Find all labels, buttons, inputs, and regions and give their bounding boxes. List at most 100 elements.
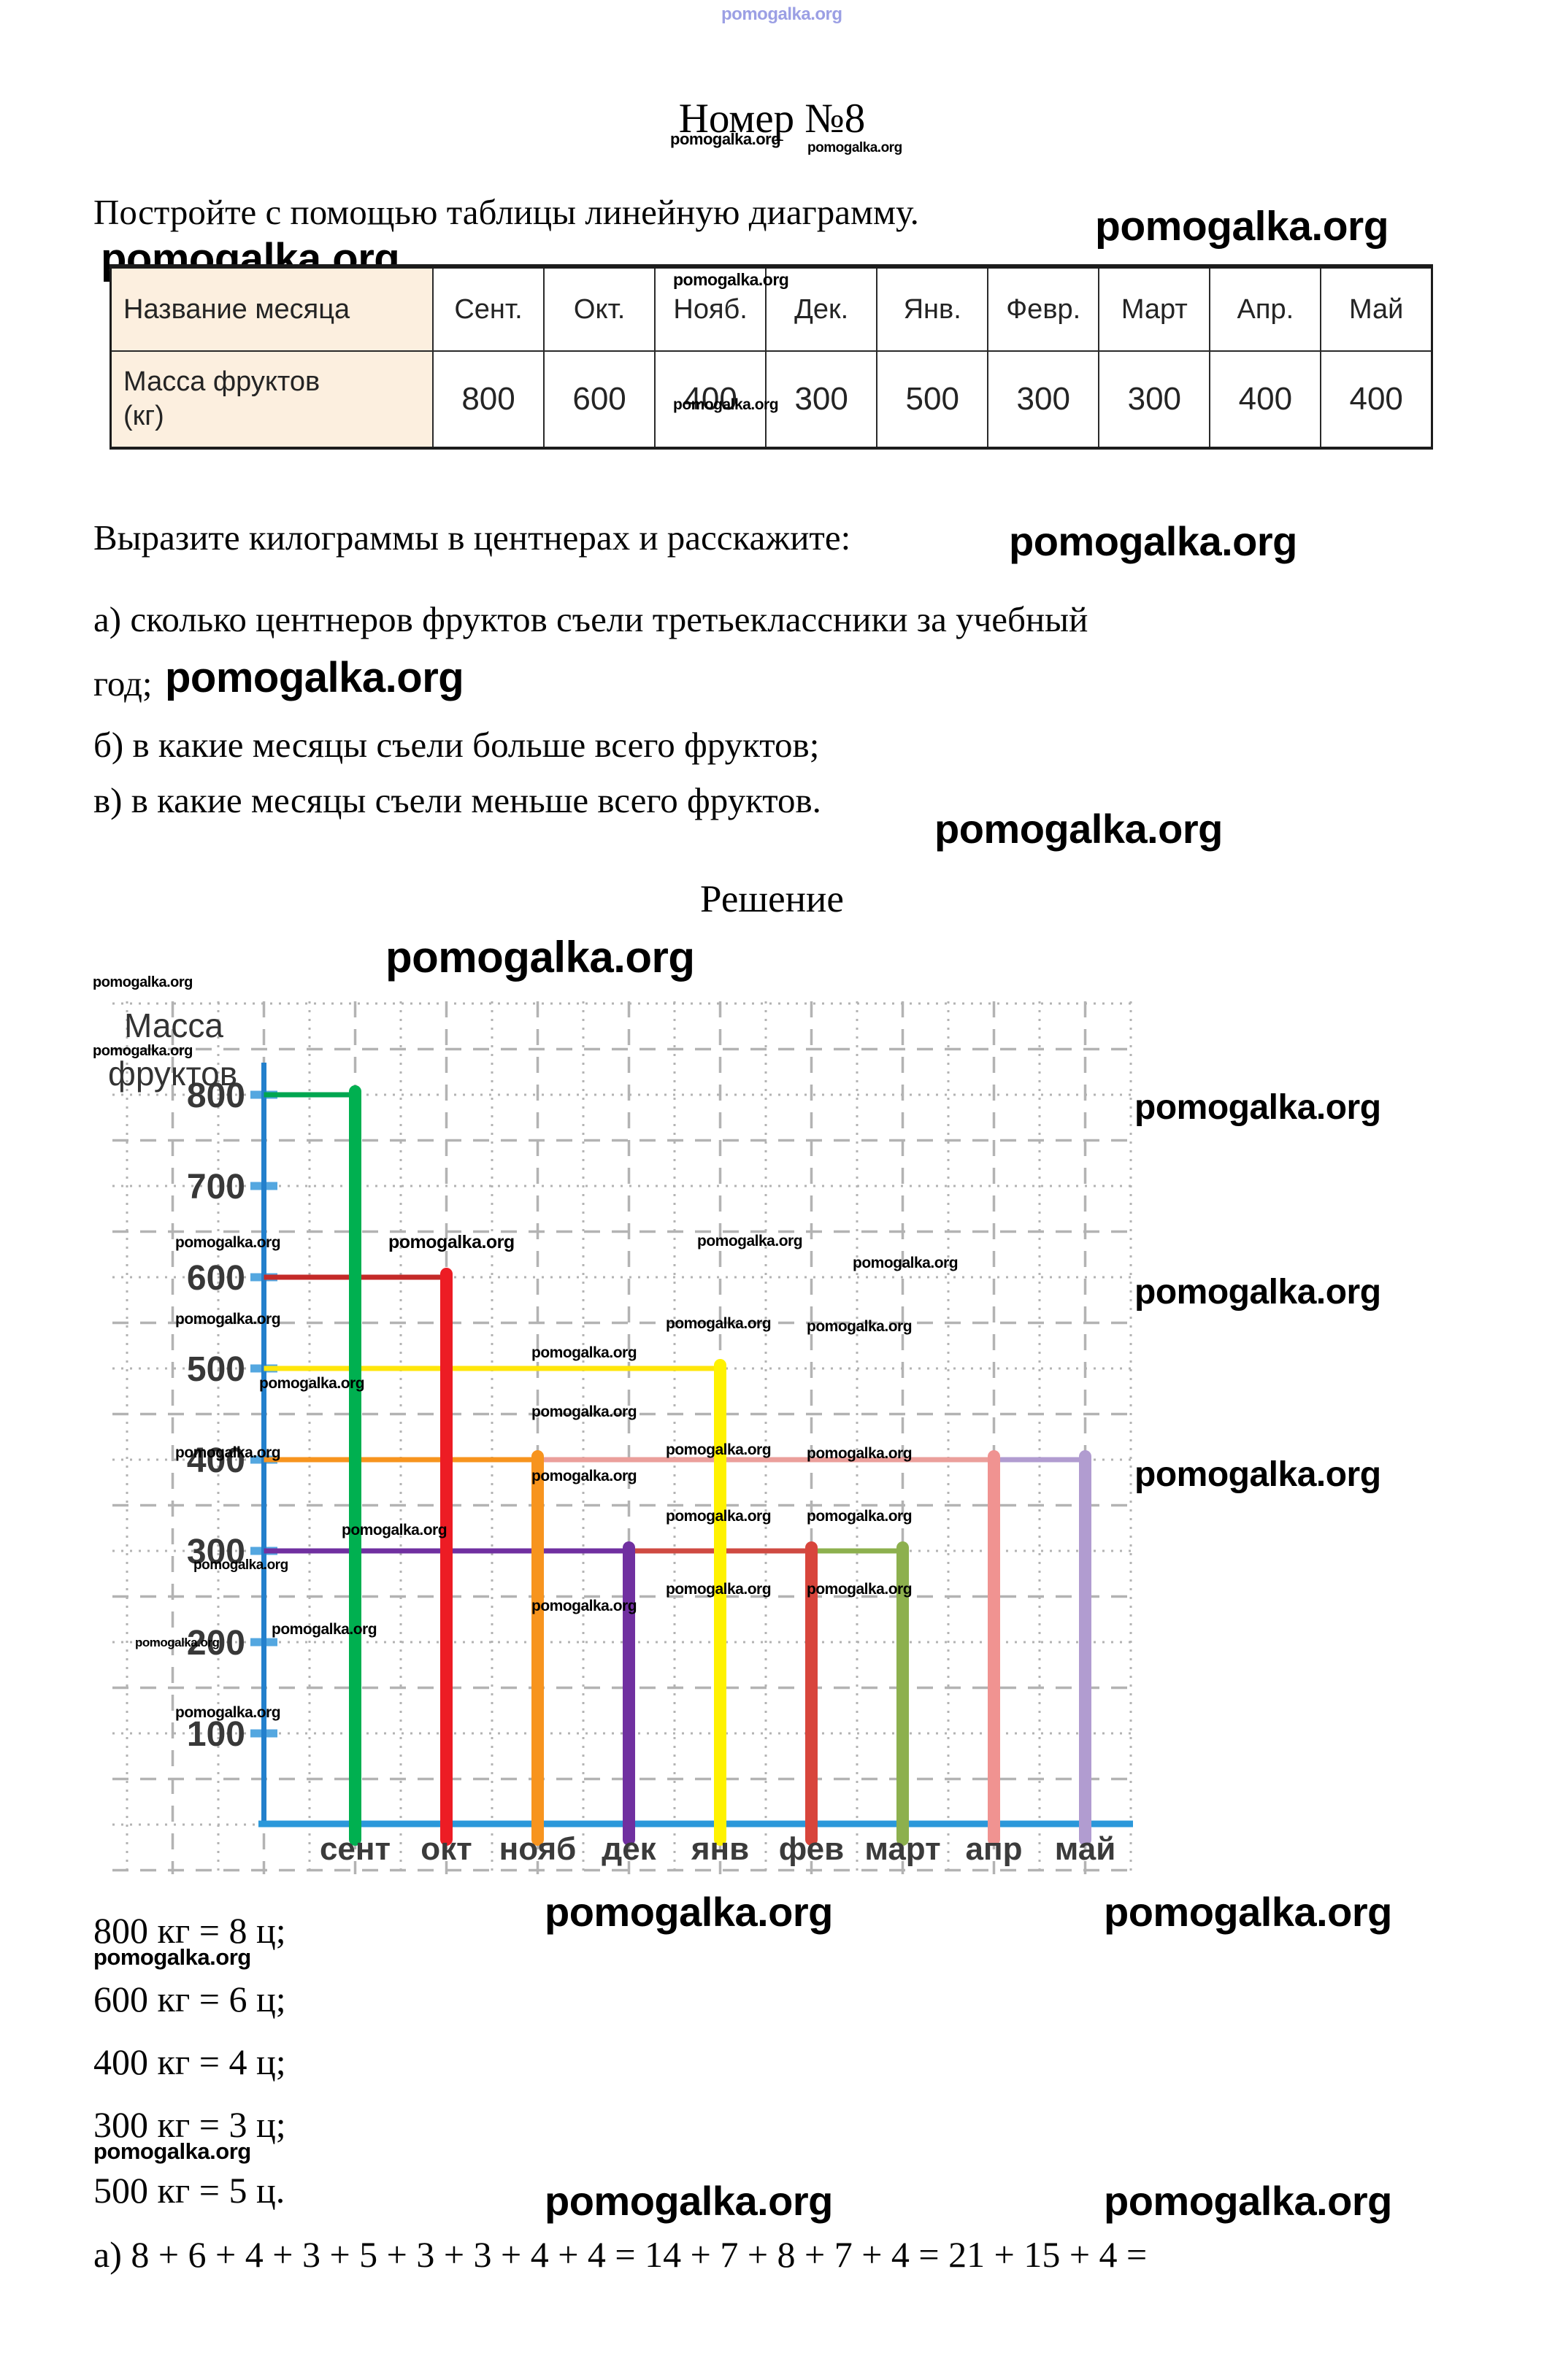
table-header-month: Янв. [876,266,989,352]
table-header-month: Май [1320,266,1433,352]
watermark: pomogalka.org [673,270,789,289]
watermark: pomogalka.org [531,1403,637,1420]
problem-express: Выразите килограммы в центнерах и расска… [93,517,851,558]
table-value: 400 [654,350,767,449]
watermark: pomogalka.org [93,974,193,990]
x-category-label: фев [779,1831,844,1867]
watermark: pomogalka.org [1134,1088,1381,1127]
conversion-line: 300 кг = 3 ц; [93,2104,286,2145]
watermark: pomogalka.org [1095,203,1389,250]
table-header-row: Название месяца Сент. Окт. Нояб. Дек. Ян… [110,266,1433,352]
watermark: pomogalka.org [175,1444,281,1461]
watermark: pomogalka.org [666,1441,772,1458]
y-axis-title-line1: Масса [124,1006,223,1044]
bar-фев [805,1541,818,1846]
watermark: pomogalka.org [807,1445,913,1462]
conversion-line: 400 кг = 4 ц; [93,2041,286,2082]
table-value: 800 [431,350,545,449]
watermark: pomogalka.org [1104,2178,1392,2224]
conversion-line: 800 кг = 8 ц; [93,1910,286,1951]
problem-item-b: б) в какие месяцы съели больше всего фру… [93,725,820,765]
table-mass-label-line2: (кг) [123,401,164,431]
y-tick-label: 700 [187,1168,245,1206]
watermark: pomogalka.org [385,933,695,982]
watermark: pomogalka.org [807,1581,913,1598]
x-category-label: янв [691,1831,749,1867]
watermark: pomogalka.org [175,1234,281,1251]
watermark: pomogalka.org [175,1311,281,1328]
watermark: pomogalka.org [666,1315,772,1332]
table-header-month: Дек. [765,266,878,352]
problem-item-v: в) в какие месяцы съели меньше всего фру… [93,780,821,820]
conversion-line: 500 кг = 5 ц. [93,2170,285,2211]
month-mass-table: Название месяца Сент. Окт. Нояб. Дек. Ян… [110,264,1433,450]
x-category-label: дек [602,1831,656,1867]
answer-line-a: а) 8 + 6 + 4 + 3 + 5 + 3 + 3 + 4 + 4 = 1… [93,2234,1148,2275]
watermark: pomogalka.org [545,2178,833,2224]
x-category-label: окт [420,1831,472,1867]
watermark: pomogalka.org [807,140,902,155]
table-value: 400 [1320,350,1433,449]
watermark: pomogalka.org [135,1636,220,1649]
watermark: pomogalka.org [1134,1455,1381,1494]
watermark: pomogalka.org [175,1704,281,1721]
bar-сент [349,1085,361,1846]
solution-heading: Решение [700,878,844,920]
bar-апр [988,1450,1000,1846]
x-category-label: нояб [499,1831,577,1867]
watermark: pomogalka.org [807,1508,913,1525]
watermark: pomogalka.org [721,4,842,24]
y-tick-label: 600 [187,1259,245,1298]
table-header-month: Апр. [1209,266,1322,352]
table-value: 300 [765,350,878,449]
y-tick-label: 300 [187,1533,245,1571]
y-tick-label: 100 [187,1715,245,1754]
table-mass-label: Масса фруктов (кг) [110,350,434,449]
watermark: pomogalka.org [1134,1273,1381,1312]
watermark: pomogalka.org [93,2138,251,2164]
watermark: pomogalka.org [531,1598,637,1614]
watermark: pomogalka.org [673,396,779,413]
bar-янв [714,1359,726,1846]
watermark: pomogalka.org [670,130,781,148]
bar-нояб [531,1450,544,1846]
bar-дек [623,1541,635,1846]
watermark: pomogalka.org [934,806,1223,852]
x-category-label: март [864,1831,940,1867]
y-tick-label: 200 [187,1624,245,1663]
table-header-month: Март [1098,266,1211,352]
watermark: pomogalka.org [697,1233,803,1249]
conversion-line: 600 кг = 6 ц; [93,1979,286,2019]
problem-item-a-tail: год; [93,663,153,704]
watermark: pomogalka.org [165,654,464,701]
y-axis-title-line2: фруктов [108,1055,237,1093]
bar-май [1079,1450,1091,1846]
problem-intro: Постройте с помощью таблицы линейную диа… [93,192,919,232]
watermark: pomogalka.org [93,1944,251,1970]
watermark: pomogalka.org [666,1581,772,1598]
watermark: pomogalka.org [388,1232,515,1252]
watermark: pomogalka.org [807,1318,913,1335]
table-value: 500 [876,350,989,449]
watermark: pomogalka.org [93,1043,193,1059]
watermark: pomogalka.org [531,1468,637,1484]
watermark: pomogalka.org [531,1344,637,1361]
table-header-name: Название месяца [110,266,434,352]
problem-item-a: а) сколько центнеров фруктов съели треть… [93,599,1088,639]
table-value: 400 [1209,350,1322,449]
table-header-month: Сент. [431,266,545,352]
table-header-month: Нояб. [654,266,767,352]
watermark: pomogalka.org [545,1889,833,1935]
x-category-label: май [1055,1831,1116,1867]
table-value: 600 [543,350,656,449]
table-header-month: Февр. [987,266,1100,352]
mass-diagram: 100 200 300 400 500 600 700 800 сент окт нояб дек ян… [108,1001,1133,1874]
table-value: 300 [1098,350,1211,449]
y-tick-label: 400 [187,1441,245,1480]
table-header-month: Окт. [543,266,656,352]
page-title: Номер №8 [678,96,866,142]
x-category-label: сент [320,1831,391,1867]
y-tick-label: 800 [187,1077,245,1115]
watermark: pomogalka.org [193,1557,288,1573]
watermark: pomogalka.org [1104,1889,1392,1935]
